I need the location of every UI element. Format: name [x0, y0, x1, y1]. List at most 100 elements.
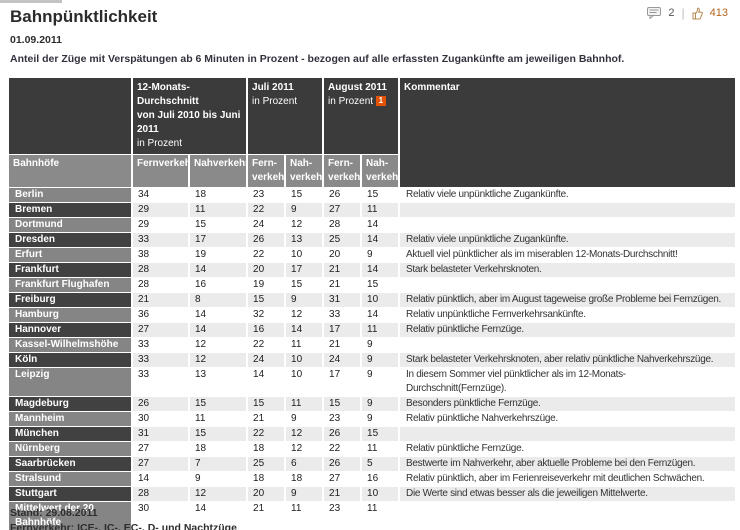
subcol-august-fern: Fern- verkehr	[324, 155, 363, 188]
value-12mo-fern: 36	[133, 308, 190, 323]
table-row: Dresden 33 17 26 13 25 14 Relativ viele …	[9, 233, 738, 248]
value-12mo-fern: 33	[133, 353, 190, 368]
col-group-12mo-sub: in Prozent	[137, 138, 183, 149]
punctuality-table: 12-Monats-Durchschnitt von Juli 2010 bis…	[9, 78, 738, 530]
kommentar-cell: Aktuell viel pünktlicher als im miserabl…	[400, 248, 738, 263]
table-row: Berlin 34 18 23 15 26 15 Relativ viele u…	[9, 188, 738, 203]
value-august-fern: 21	[324, 263, 363, 278]
col-group-juli: Juli 2011 in Prozent	[248, 78, 325, 155]
value-august-fern: 23	[324, 502, 363, 530]
table-row: Magdeburg 26 15 15 11 15 9 Besonders pün…	[9, 397, 738, 412]
kommentar-cell: In diesem Sommer viel pünktlicher als im…	[400, 368, 738, 397]
value-august-nah: 15	[362, 427, 401, 442]
value-juli-fern: 18	[248, 472, 287, 487]
value-august-fern: 26	[324, 427, 363, 442]
value-juli-nah: 9	[286, 203, 325, 218]
window-edge-artifact	[0, 0, 62, 3]
table-row: Hamburg 36 14 32 12 33 14 Relativ unpünk…	[9, 308, 738, 323]
footnote-marker[interactable]: 1	[375, 96, 386, 106]
value-12mo-nah: 12	[190, 487, 249, 502]
meta-divider: |	[681, 6, 685, 20]
value-august-nah: 14	[362, 308, 401, 323]
value-juli-fern: 20	[248, 263, 287, 278]
value-august-fern: 28	[324, 218, 363, 233]
col-group-12mo-title: 12-Monats-Durchschnitt von Juli 2010 bis…	[137, 82, 241, 135]
value-12mo-fern: 21	[133, 293, 190, 308]
value-august-nah: 9	[362, 248, 401, 263]
table-row: Dortmund 29 15 24 12 28 14	[9, 218, 738, 233]
comments-count[interactable]: 2	[668, 7, 675, 19]
kommentar-cell	[400, 203, 738, 218]
station-cell: Stuttgart	[9, 487, 133, 502]
value-juli-nah: 11	[286, 338, 325, 353]
value-august-nah: 9	[362, 353, 401, 368]
value-juli-nah: 9	[286, 412, 325, 427]
table-row: Hannover 27 14 16 14 17 11 Relativ pünkt…	[9, 323, 738, 338]
value-12mo-nah: 11	[190, 203, 249, 218]
table-row: Frankfurt 28 14 20 17 21 14 Stark belast…	[9, 263, 738, 278]
value-12mo-nah: 14	[190, 323, 249, 338]
value-august-nah: 11	[362, 442, 401, 457]
value-12mo-fern: 28	[133, 278, 190, 293]
comment-bubble-icon[interactable]	[647, 7, 662, 19]
value-august-nah: 10	[362, 293, 401, 308]
value-12mo-nah: 14	[190, 308, 249, 323]
col-group-12mo: 12-Monats-Durchschnitt von Juli 2010 bis…	[133, 78, 249, 155]
kommentar-cell: Relativ pünktliche Fernzüge.	[400, 323, 738, 338]
table-row: Stralsund 14 9 18 18 27 16 Relativ pünkt…	[9, 472, 738, 487]
value-august-fern: 15	[324, 397, 363, 412]
value-august-fern: 26	[324, 457, 363, 472]
station-cell: München	[9, 427, 133, 442]
value-august-nah: 9	[362, 338, 401, 353]
value-12mo-fern: 26	[133, 397, 190, 412]
value-12mo-nah: 12	[190, 353, 249, 368]
value-august-fern: 24	[324, 353, 363, 368]
value-august-nah: 14	[362, 263, 401, 278]
value-juli-fern: 23	[248, 188, 287, 203]
table-row: Frankfurt Flughafen 28 16 19 15 21 15	[9, 278, 738, 293]
kommentar-cell: Bestwerte im Nahverkehr, aber aktuelle P…	[400, 457, 738, 472]
page-description: Anteil der Züge mit Verspätungen ab 6 Mi…	[10, 53, 625, 65]
value-august-nah: 15	[362, 188, 401, 203]
station-cell: Dresden	[9, 233, 133, 248]
value-august-nah: 9	[362, 397, 401, 412]
value-august-nah: 10	[362, 487, 401, 502]
station-cell: Kassel-Wilhelmshöhe	[9, 338, 133, 353]
col-bahnhoefe-header: Bahnhöfe	[9, 155, 133, 188]
col-group-juli-sub: in Prozent	[252, 96, 298, 107]
value-12mo-fern: 33	[133, 368, 190, 397]
kommentar-cell: Relativ pünktliche Nahverkehrszüge.	[400, 412, 738, 427]
value-12mo-nah: 16	[190, 278, 249, 293]
value-juli-fern: 22	[248, 427, 287, 442]
value-juli-nah: 6	[286, 457, 325, 472]
station-cell: Leipzig	[9, 368, 133, 397]
value-august-nah: 11	[362, 502, 401, 530]
likes-count[interactable]: 413	[709, 7, 728, 19]
kommentar-cell	[400, 502, 738, 530]
col-group-august-sub: in Prozent 1	[328, 95, 394, 109]
value-juli-nah: 18	[286, 472, 325, 487]
value-12mo-nah: 14	[190, 263, 249, 278]
value-juli-fern: 25	[248, 457, 287, 472]
station-cell: Mittelwert der 20 Bahnhöfe	[9, 502, 133, 530]
kommentar-cell: Relativ pünktlich, aber im Ferienreiseve…	[400, 472, 738, 487]
value-august-nah: 11	[362, 203, 401, 218]
value-august-fern: 33	[324, 308, 363, 323]
thumbs-up-icon[interactable]	[692, 7, 703, 20]
value-august-fern: 23	[324, 412, 363, 427]
value-12mo-fern: 34	[133, 188, 190, 203]
value-juli-fern: 15	[248, 293, 287, 308]
value-12mo-fern: 38	[133, 248, 190, 263]
table-row: Saarbrücken 27 7 25 6 26 5 Bestwerte im …	[9, 457, 738, 472]
kommentar-cell: Relativ pünktliche Fernzüge.	[400, 442, 738, 457]
value-12mo-fern: 14	[133, 472, 190, 487]
kommentar-cell	[400, 427, 738, 442]
header-row-groups: 12-Monats-Durchschnitt von Juli 2010 bis…	[9, 78, 738, 188]
value-juli-nah: 10	[286, 368, 325, 397]
value-august-fern: 20	[324, 248, 363, 263]
value-juli-fern: 18	[248, 442, 287, 457]
value-12mo-fern: 33	[133, 338, 190, 353]
value-12mo-nah: 18	[190, 442, 249, 457]
value-august-fern: 25	[324, 233, 363, 248]
value-12mo-fern: 30	[133, 502, 190, 530]
